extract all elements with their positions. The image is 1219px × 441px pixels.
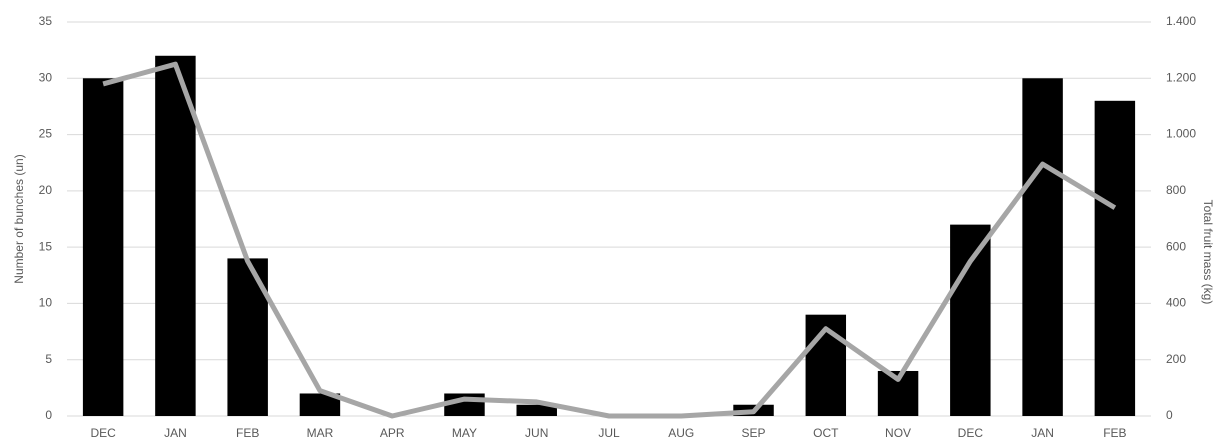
y-axis-label: Number of bunches (un) [12,154,26,283]
x-tick-label: MAY [452,426,477,440]
y-tick-label: 35 [39,14,53,28]
x-tick-label: OCT [813,426,839,440]
y2-tick-label: 400 [1166,296,1186,310]
bar [1022,78,1063,417]
x-tick-label: DEC [958,426,984,440]
x-tick-label: NOV [885,426,911,440]
bar [82,78,124,417]
bar [299,393,341,416]
x-tick-label: AUG [668,426,694,440]
x-tick-label: JUN [525,426,548,440]
x-tick-label: JAN [1031,426,1054,440]
y2-tick-label: 200 [1166,352,1186,366]
y2-tick-label: 0 [1166,408,1173,422]
y-tick-label: 25 [39,127,53,141]
bar [155,55,196,417]
x-tick-label: FEB [236,426,259,440]
y-tick-label: 30 [39,70,53,84]
x-tick-label: DEC [90,426,116,440]
y-tick-label: 20 [39,183,53,197]
x-tick-label: MAR [307,426,334,440]
y2-tick-label: 800 [1166,183,1186,197]
y2-tick-label: 600 [1166,239,1186,253]
x-tick-label: SEP [742,426,766,440]
x-tick-label: JAN [164,426,187,440]
y2-axis-label: Total fruit mass (kg) [1201,200,1215,305]
y-tick-label: 5 [45,352,52,366]
y2-tick-label: 1.400 [1166,14,1196,28]
line [102,61,1117,419]
y-tick-label: 0 [45,408,52,422]
y2-tick-label: 1.000 [1166,127,1196,141]
x-tick-label: FEB [1103,426,1126,440]
bar [516,404,557,416]
bar [1094,100,1136,417]
y-tick-label: 15 [39,239,53,253]
y2-tick-label: 1.200 [1166,70,1196,84]
x-tick-label: JUL [598,426,620,440]
y-tick-label: 10 [39,296,53,310]
x-tick-label: APR [380,426,405,440]
bar [950,224,991,416]
